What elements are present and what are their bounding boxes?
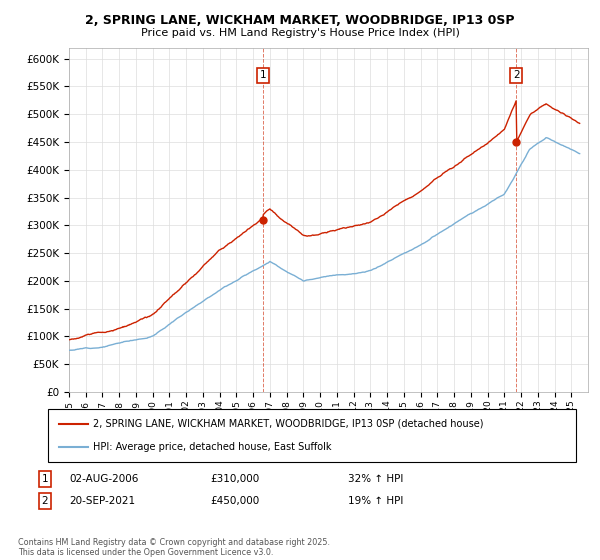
Text: 1: 1 bbox=[41, 474, 49, 484]
Text: £450,000: £450,000 bbox=[210, 496, 259, 506]
Text: 1: 1 bbox=[260, 70, 266, 80]
Text: £310,000: £310,000 bbox=[210, 474, 259, 484]
Text: 32% ↑ HPI: 32% ↑ HPI bbox=[348, 474, 403, 484]
Text: 02-AUG-2006: 02-AUG-2006 bbox=[69, 474, 139, 484]
Text: 2: 2 bbox=[513, 70, 520, 80]
Text: 2: 2 bbox=[41, 496, 49, 506]
Text: HPI: Average price, detached house, East Suffolk: HPI: Average price, detached house, East… bbox=[93, 442, 331, 452]
Text: 2, SPRING LANE, WICKHAM MARKET, WOODBRIDGE, IP13 0SP: 2, SPRING LANE, WICKHAM MARKET, WOODBRID… bbox=[85, 14, 515, 27]
Text: Contains HM Land Registry data © Crown copyright and database right 2025.
This d: Contains HM Land Registry data © Crown c… bbox=[18, 538, 330, 557]
FancyBboxPatch shape bbox=[48, 409, 576, 462]
Text: 19% ↑ HPI: 19% ↑ HPI bbox=[348, 496, 403, 506]
Text: 2, SPRING LANE, WICKHAM MARKET, WOODBRIDGE, IP13 0SP (detached house): 2, SPRING LANE, WICKHAM MARKET, WOODBRID… bbox=[93, 419, 484, 429]
Text: 20-SEP-2021: 20-SEP-2021 bbox=[69, 496, 135, 506]
Text: Price paid vs. HM Land Registry's House Price Index (HPI): Price paid vs. HM Land Registry's House … bbox=[140, 28, 460, 38]
